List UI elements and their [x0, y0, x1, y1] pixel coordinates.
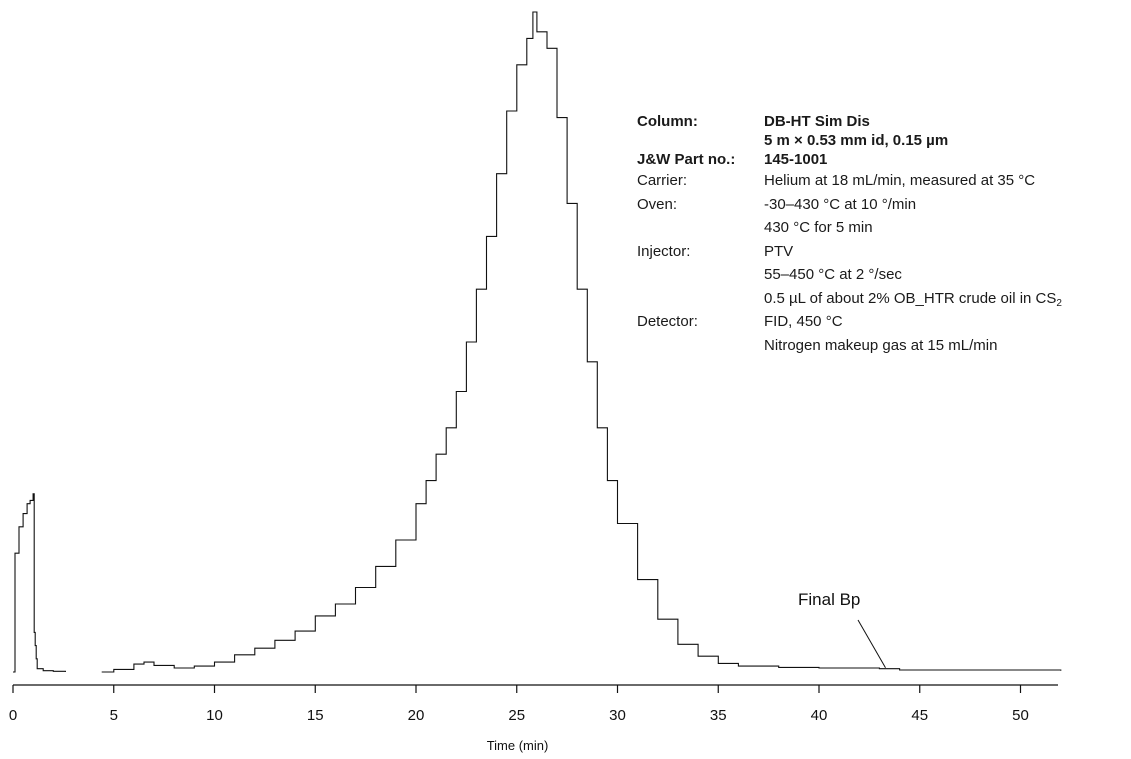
condition-value: Nitrogen makeup gas at 15 mL/min [764, 336, 998, 354]
final-bp-leader-line [857, 619, 886, 668]
condition-value: -30–430 °C at 10 °/min [764, 195, 917, 213]
condition-row: 0.5 µL of about 2% OB_HTR crude oil in C… [637, 287, 1127, 311]
method-conditions-panel: Column: DB-HT Sim Dis 5 m × 0.53 mm id, 0.… [637, 112, 1127, 357]
condition-row: Oven: -30–430 °C at 10 °/min [637, 193, 1127, 217]
condition-row: Carrier: Helium at 18 mL/min, measured at… [637, 169, 1127, 193]
x-tick-label: 0 [9, 707, 17, 724]
condition-label: J&W Part no.: [637, 151, 736, 168]
condition-value: 145-1001 [764, 151, 828, 168]
condition-label [637, 216, 764, 240]
x-tick-label: 15 [307, 707, 324, 724]
condition-label [637, 263, 764, 287]
final-bp-annotation: Final Bp [798, 590, 861, 609]
condition-row: J&W Part no.: 145-1001 [637, 150, 1127, 169]
condition-value: Helium at 18 mL/min, measured at 35 °C [764, 172, 1036, 189]
condition-value: 430 °C for 5 min [764, 219, 873, 236]
condition-label: Oven: [637, 195, 678, 213]
chromatogram-trace-1 [13, 493, 66, 673]
x-tick-label: 30 [609, 707, 626, 724]
x-tick-label: 5 [110, 707, 118, 724]
condition-label: Injector: [637, 242, 691, 260]
condition-label: Column: [637, 113, 698, 130]
condition-label [637, 287, 764, 311]
condition-row: 430 °C for 5 min [637, 216, 1127, 240]
x-tick-label: 10 [206, 707, 223, 724]
condition-label [637, 334, 764, 358]
condition-row: Injector: PTV [637, 240, 1127, 264]
condition-row: 55–450 °C at 2 °/sec [637, 263, 1127, 287]
condition-row: Detector: FID, 450 °C [637, 310, 1127, 334]
x-tick-label: 40 [811, 707, 828, 724]
condition-label [637, 131, 764, 150]
x-tick-layer: 0 5 10 15 20 25 30 35 40 45 50 [9, 685, 1029, 724]
x-tick-label: 45 [911, 707, 928, 724]
condition-value: 55–450 °C at 2 °/sec [764, 266, 902, 283]
x-tick-label: 35 [710, 707, 727, 724]
x-axis-label: Time (min) [486, 738, 549, 753]
condition-value: FID, 450 °C [764, 313, 843, 330]
condition-value: 5 m × 0.53 mm id, 0.15 µm [764, 132, 949, 149]
x-tick-label: 20 [408, 707, 425, 724]
condition-row: Nitrogen makeup gas at 15 mL/min [637, 334, 1127, 358]
x-tick-label: 50 [1012, 707, 1029, 724]
condition-subscript: 2 [1056, 297, 1062, 309]
x-tick-label: 25 [508, 707, 525, 724]
condition-value: 0.5 µL of about 2% OB_HTR crude oil in C… [764, 289, 1062, 309]
condition-value: PTV [764, 242, 794, 260]
chromatogram-trace-2 [101, 11, 1062, 673]
condition-row: Column: DB-HT Sim Dis [637, 112, 1127, 131]
condition-row: 5 m × 0.53 mm id, 0.15 µm [637, 131, 1127, 150]
series-layer [13, 11, 1062, 673]
condition-label: Detector: [637, 313, 698, 330]
condition-value: DB-HT Sim Dis [764, 113, 870, 130]
condition-label: Carrier: [637, 172, 688, 189]
